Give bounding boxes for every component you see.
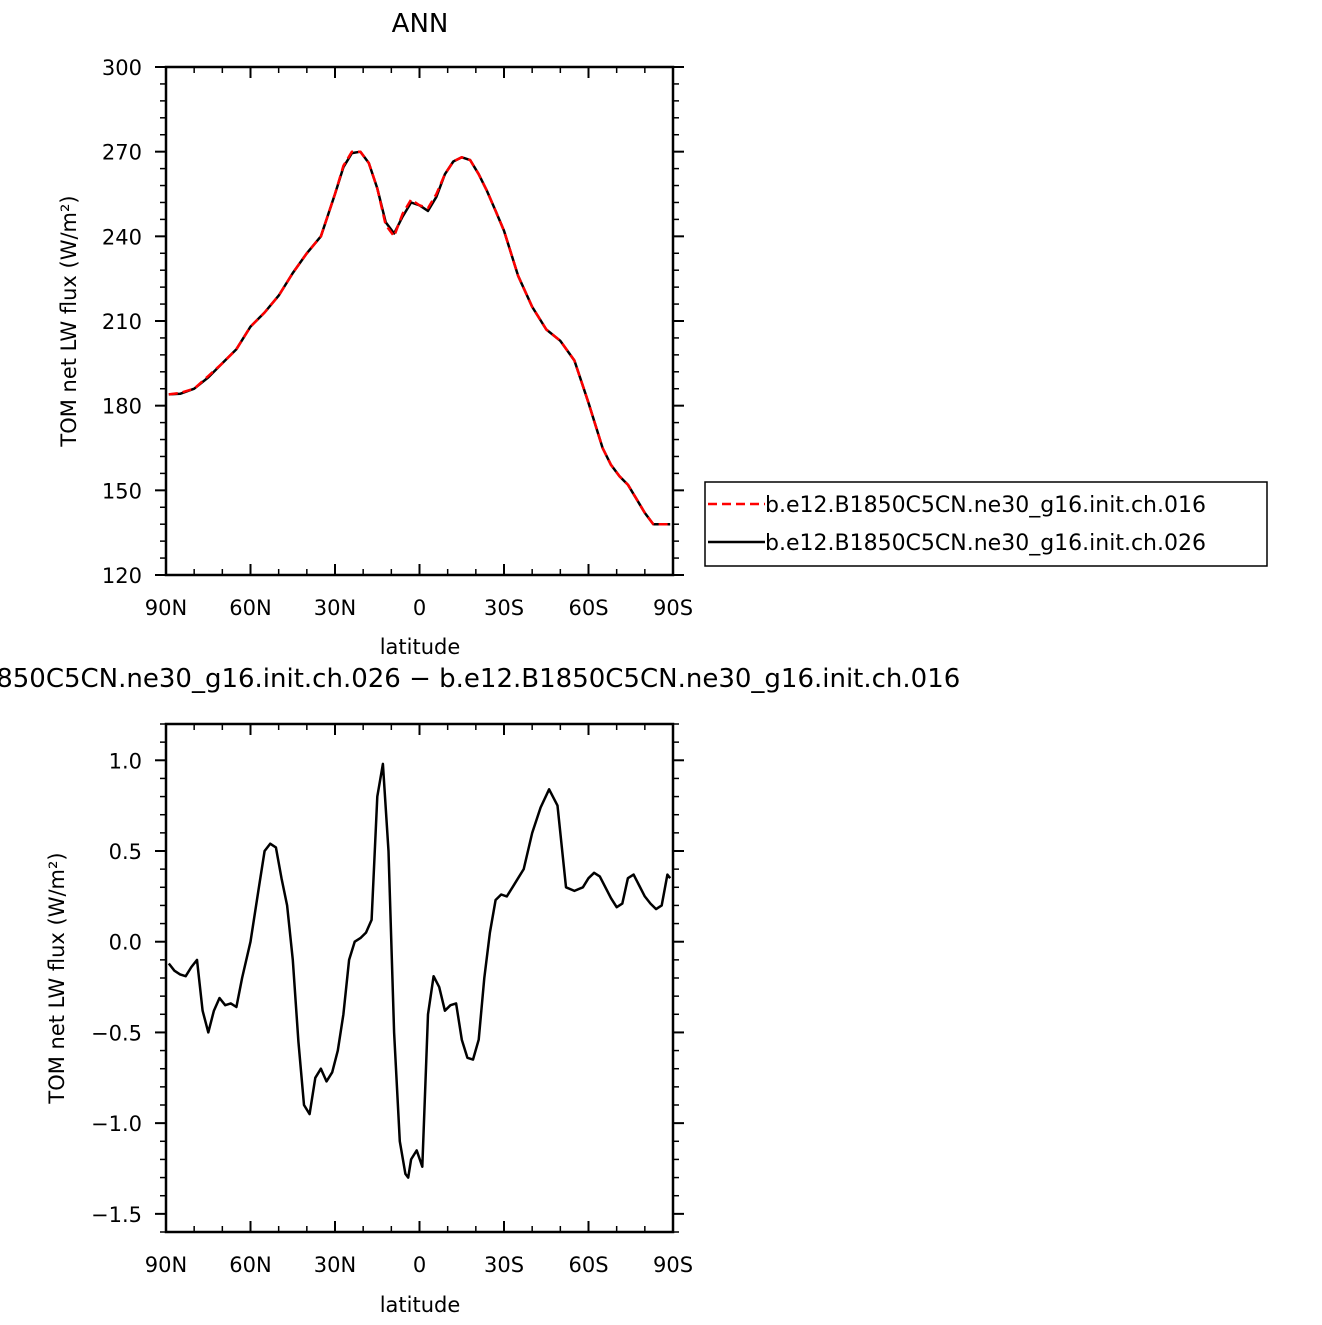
bottom-panel: b.e12.B1850C5CN.ne30_g16.init.ch.026 − b… <box>0 664 960 1317</box>
bottom-x-tick-label: 60N <box>229 1253 271 1277</box>
bottom-panel-axes: 90N 60N 30N 0 30S 60S 90S −1.5 −1.0 −0.5 0.0 0.5 1.0 <box>91 723 693 1277</box>
legend-box <box>704 481 1268 567</box>
bottom-series-1-line <box>167 762 672 1179</box>
top-x-tick-label: 30S <box>484 596 524 620</box>
top-panel-frame <box>164 65 675 577</box>
top-panel: ANN 90N 60N 30N 0 30S 60S 90S 120 150 180 210 240 27… <box>57 9 1268 659</box>
bottom-panel-frame <box>164 722 675 1234</box>
top-panel-axes: 90N 60N 30N 0 30S 60S 90S 120 150 180 210 240 270 300 <box>102 56 693 620</box>
top-x-tick-label: 30N <box>314 596 356 620</box>
top-y-tick-label: 270 <box>102 141 142 165</box>
bottom-y-tick-label: 0.5 <box>109 840 142 864</box>
top-y-tick-label: 210 <box>102 310 142 334</box>
bottom-x-tick-label: 30S <box>484 1253 524 1277</box>
bottom-x-tick-label: 60S <box>568 1253 608 1277</box>
top-panel-series <box>168 150 671 526</box>
bottom-panel-title: b.e12.B1850C5CN.ne30_g16.init.ch.026 − b… <box>0 664 960 694</box>
bottom-y-tick-label: −1.0 <box>91 1112 142 1136</box>
top-panel-legend: b.e12.B1850C5CN.ne30_g16.init.ch.016 b.e… <box>704 481 1268 567</box>
top-panel-x-axis-title: latitude <box>380 635 461 659</box>
top-x-tick-label: 90S <box>653 596 693 620</box>
bottom-x-tick-label: 90S <box>653 1253 693 1277</box>
bottom-panel-y-axis-title: TOM net LW flux (W/m²) <box>45 852 69 1104</box>
top-panel-y-axis-title: TOM net LW flux (W/m²) <box>57 195 81 447</box>
bottom-y-tick-label: −0.5 <box>91 1021 142 1045</box>
top-x-tick-label: 90N <box>145 596 187 620</box>
top-y-tick-label: 120 <box>102 564 142 588</box>
top-series-2-line <box>168 150 671 526</box>
bottom-x-tick-label: 0 <box>413 1253 426 1277</box>
legend-label-series-1: b.e12.B1850C5CN.ne30_g16.init.ch.016 <box>765 493 1206 518</box>
top-y-tick-label: 240 <box>102 225 142 249</box>
top-x-tick-label: 0 <box>413 596 426 620</box>
top-x-tick-label: 60S <box>568 596 608 620</box>
bottom-y-tick-label: −1.5 <box>91 1203 142 1227</box>
top-x-tick-label: 60N <box>229 596 271 620</box>
top-y-tick-label: 180 <box>102 395 142 419</box>
bottom-panel-x-axis-title: latitude <box>380 1293 461 1317</box>
legend-label-series-2: b.e12.B1850C5CN.ne30_g16.init.ch.026 <box>765 531 1206 556</box>
top-y-tick-label: 150 <box>102 479 142 503</box>
top-series-1-line <box>168 150 671 526</box>
bottom-panel-series <box>167 762 672 1179</box>
bottom-x-tick-label: 30N <box>314 1253 356 1277</box>
top-panel-title: ANN <box>392 9 449 39</box>
bottom-y-tick-label: 1.0 <box>109 749 142 773</box>
bottom-x-tick-label: 90N <box>145 1253 187 1277</box>
bottom-y-tick-label: 0.0 <box>109 931 142 955</box>
top-y-tick-label: 300 <box>102 56 142 80</box>
